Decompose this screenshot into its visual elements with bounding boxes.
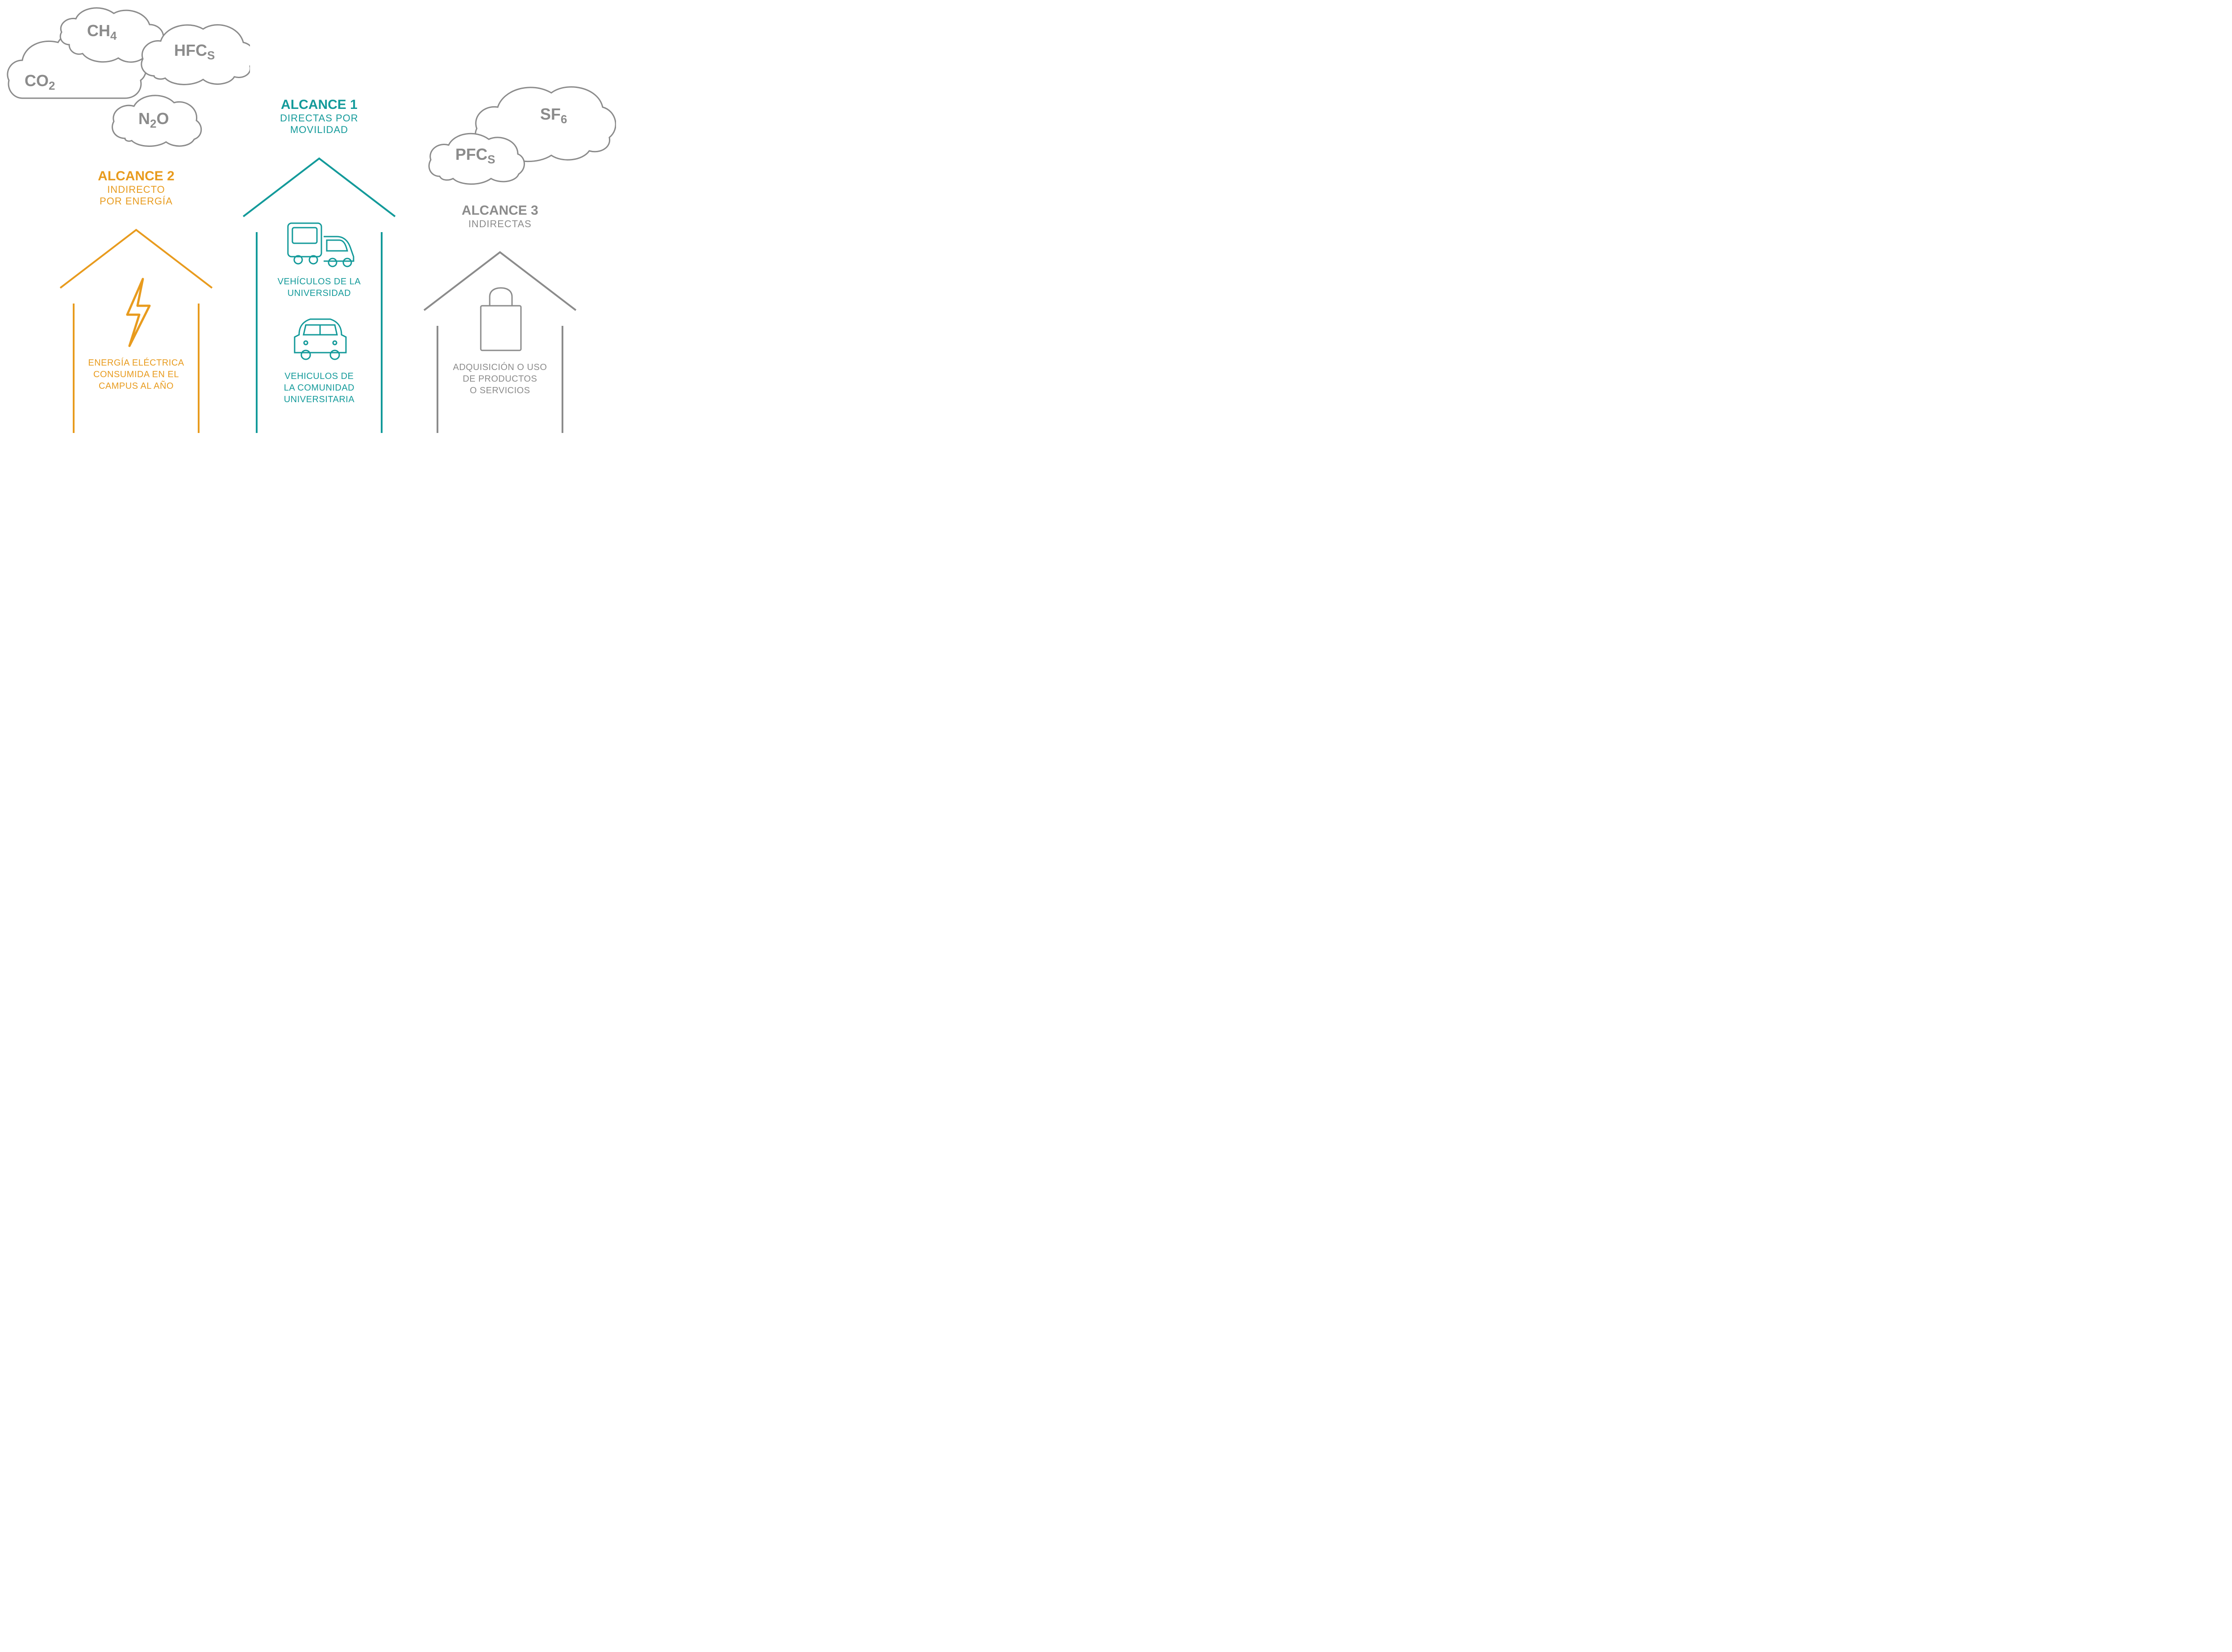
label-pfcs: PFCS [455,145,495,166]
scope2-header: ALCANCE 2 INDIRECTO POR ENERGÍA [74,169,199,207]
label-sf6: SF6 [540,105,567,126]
scope3-label: ADQUISICIÓN O USODE PRODUCTOSO SERVICIOS [433,362,567,396]
scope1-label2: VEHICULOS DELA COMUNIDADUNIVERSITARIA [252,370,386,405]
scope1-label1: VEHÍCULOS DE LAUNIVERSIDAD [252,276,386,299]
cloud-cluster-right [424,54,616,192]
scope3-header: ALCANCE 3 INDIRECTAS [437,203,562,230]
house-scope3 [417,241,583,433]
label-hfcs: HFCS [174,41,215,62]
scope1-header: ALCANCE 1 DIRECTAS POR MOVILIDAD [257,97,382,136]
label-co2: CO2 [25,71,55,93]
scope2-label: ENERGÍA ELÉCTRICACONSUMIDA EN ELCAMPUS A… [69,357,203,392]
label-ch4: CH4 [87,21,117,43]
house-scope2 [54,219,219,433]
label-n2o: N2O [138,109,169,131]
